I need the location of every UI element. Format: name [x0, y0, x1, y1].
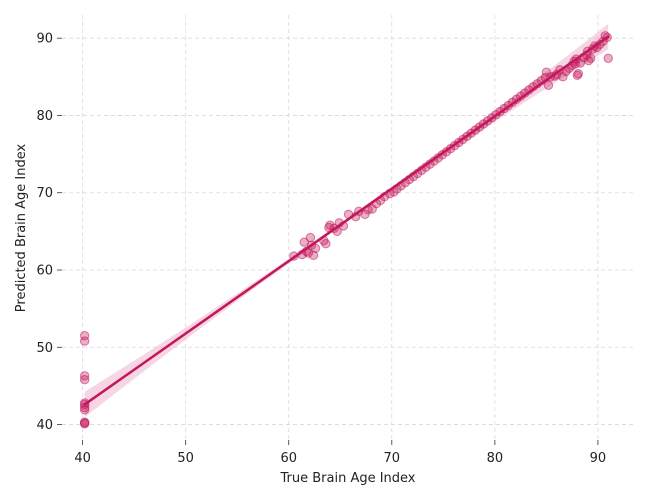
- x-tick-label: 50: [177, 451, 194, 466]
- data-point: [310, 243, 321, 254]
- y-tick-label: 70: [36, 186, 53, 201]
- y-tick-label: 80: [36, 109, 53, 124]
- data-point: [543, 80, 554, 91]
- x-tick-label: 90: [590, 451, 607, 466]
- x-axis-label: True Brain Age Index: [279, 471, 415, 486]
- x-tick-label: 80: [487, 451, 504, 466]
- data-point: [360, 209, 370, 220]
- data-point: [79, 417, 90, 427]
- data-point: [305, 232, 316, 243]
- x-tick-label: 40: [74, 451, 91, 466]
- grid: [62, 15, 634, 440]
- data-point: [558, 72, 568, 82]
- data-point: [79, 336, 90, 346]
- y-axis-ticks: 40 50 60 70 80 90: [36, 32, 62, 433]
- data-point: [79, 375, 90, 385]
- y-tick-label: 60: [36, 264, 53, 279]
- regression-line-layer: [83, 35, 610, 406]
- y-tick-label: 50: [36, 341, 53, 356]
- y-tick-label: 90: [36, 32, 53, 47]
- data-point: [573, 69, 584, 79]
- x-tick-label: 60: [280, 451, 297, 466]
- x-tick-label: 70: [384, 451, 401, 466]
- y-tick-label: 40: [36, 418, 53, 433]
- data-point: [308, 250, 319, 261]
- y-axis-label: Predicted Brain Age Index: [14, 143, 29, 312]
- data-point: [586, 53, 596, 63]
- x-axis-ticks: 40 50 60 70 80 90: [74, 440, 606, 466]
- regression-line: [83, 35, 610, 406]
- data-point: [603, 53, 613, 63]
- data-point: [321, 239, 331, 249]
